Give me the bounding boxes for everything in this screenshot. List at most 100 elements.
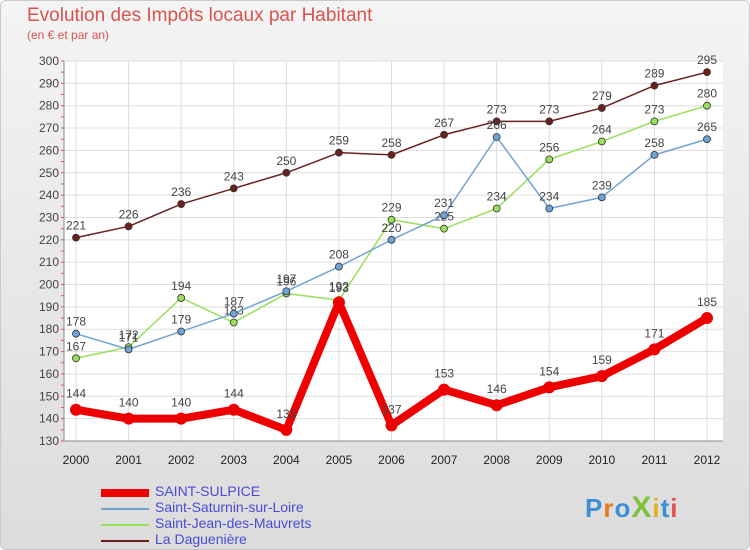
data-label: 273 xyxy=(644,102,664,116)
x-tick-label: 2000 xyxy=(63,453,90,467)
data-label: 154 xyxy=(539,364,559,378)
data-label: 194 xyxy=(171,279,191,293)
plot-area xyxy=(64,61,723,441)
data-point xyxy=(543,381,556,394)
logo-letter: i xyxy=(652,493,661,523)
data-label: 258 xyxy=(381,136,401,150)
data-point xyxy=(545,117,554,126)
data-point xyxy=(597,104,606,112)
y-tick-label: 240 xyxy=(39,188,59,202)
data-point xyxy=(387,150,396,159)
x-tick-label: 2011 xyxy=(642,453,668,467)
line-chart: 130 140 150 160 170 180 190 200 210 220 230 240 250 2… xyxy=(39,53,723,467)
data-point xyxy=(175,412,188,425)
data-label: 187 xyxy=(224,295,244,309)
data-label: 137 xyxy=(381,402,401,416)
data-label: 243 xyxy=(224,169,244,183)
y-tick-label: 150 xyxy=(39,389,59,403)
data-label: 178 xyxy=(66,315,86,329)
data-label: 273 xyxy=(487,102,507,116)
data-label: 196 xyxy=(276,274,296,288)
data-label: 258 xyxy=(644,136,664,150)
y-tick-label: 140 xyxy=(39,412,59,426)
data-point xyxy=(648,343,661,356)
logo-letter: t xyxy=(660,493,671,523)
data-label: 264 xyxy=(592,122,612,136)
data-label: 146 xyxy=(487,382,507,396)
data-point xyxy=(72,354,80,363)
data-label: 172 xyxy=(119,328,139,342)
data-point xyxy=(701,312,713,325)
data-label: 140 xyxy=(119,396,139,410)
data-point xyxy=(280,423,293,436)
x-tick-label: 2009 xyxy=(536,453,563,467)
data-label: 250 xyxy=(276,154,296,168)
data-label: 236 xyxy=(171,185,191,199)
data-label: 256 xyxy=(539,140,559,154)
data-point xyxy=(703,101,711,110)
y-tick-label: 180 xyxy=(39,322,59,336)
data-label: 167 xyxy=(66,339,86,353)
data-point xyxy=(335,148,343,157)
data-point xyxy=(282,287,291,296)
data-point xyxy=(70,403,82,416)
data-point xyxy=(387,235,396,244)
data-point xyxy=(492,133,501,141)
logo-letter: X xyxy=(631,491,653,524)
data-point xyxy=(490,399,503,412)
logo-letter: P xyxy=(585,493,604,523)
data-label: 265 xyxy=(697,120,717,134)
data-point xyxy=(545,204,554,213)
data-point xyxy=(440,211,448,220)
data-point xyxy=(438,383,451,396)
data-point xyxy=(227,403,240,416)
data-label: 185 xyxy=(697,295,717,309)
y-tick-label: 230 xyxy=(39,210,59,224)
data-point xyxy=(597,193,606,202)
data-label: 289 xyxy=(644,67,664,81)
x-tick-label: 2004 xyxy=(273,453,300,467)
data-label: 267 xyxy=(434,116,454,130)
data-label: 140 xyxy=(171,396,191,410)
legend-label: SAINT-SULPICE xyxy=(155,483,261,499)
x-tick-label: 2008 xyxy=(483,453,510,467)
data-point xyxy=(72,233,80,242)
data-label: 179 xyxy=(171,312,191,326)
data-point xyxy=(650,117,659,126)
data-label: 192 xyxy=(329,279,349,293)
y-tick-label: 220 xyxy=(39,233,59,247)
data-label: 208 xyxy=(329,248,349,262)
data-label: 135 xyxy=(276,407,296,421)
data-point xyxy=(282,168,291,177)
legend-swatch xyxy=(101,524,149,526)
data-point xyxy=(650,81,659,90)
data-point xyxy=(492,204,501,213)
legend-swatch xyxy=(101,540,149,542)
data-label: 221 xyxy=(66,219,86,233)
chart-title: Evolution des Impôts locaux par Habitant xyxy=(27,5,373,26)
data-point xyxy=(72,329,80,338)
data-label: 171 xyxy=(644,326,664,340)
data-point xyxy=(545,155,554,164)
x-tick-label: 2003 xyxy=(220,453,247,467)
data-point xyxy=(440,224,448,233)
data-label: 144 xyxy=(66,387,86,401)
data-label: 234 xyxy=(487,190,507,204)
data-point xyxy=(177,294,186,302)
y-tick-label: 250 xyxy=(39,166,59,180)
data-point xyxy=(177,327,186,336)
data-label: 231 xyxy=(434,196,454,210)
x-tick-label: 2001 xyxy=(115,453,142,467)
data-label: 279 xyxy=(592,89,612,103)
data-point xyxy=(124,345,133,354)
data-label: 234 xyxy=(539,190,559,204)
data-point xyxy=(650,150,659,159)
data-point xyxy=(122,412,135,425)
data-label: 273 xyxy=(539,102,559,116)
x-tick-label: 2007 xyxy=(431,453,458,467)
x-tick-label: 2002 xyxy=(168,453,195,467)
y-tick-label: 270 xyxy=(39,121,59,135)
x-tick-label: 2010 xyxy=(588,453,615,467)
data-label: 220 xyxy=(381,221,401,235)
